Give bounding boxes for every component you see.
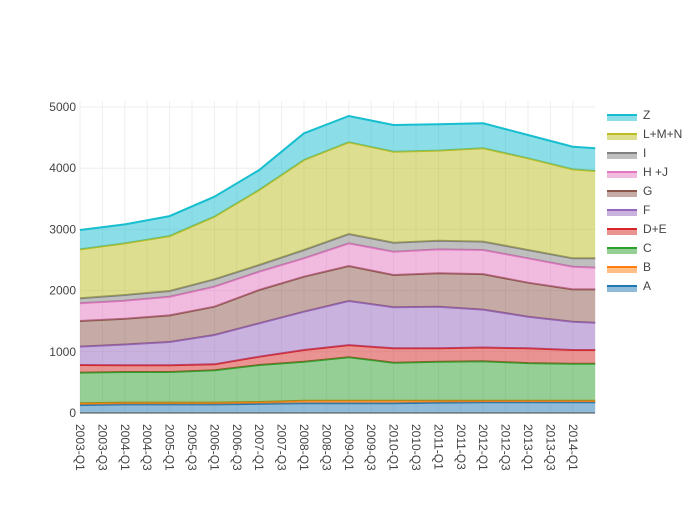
area-i[interactable]	[80, 234, 596, 304]
legend-label: I	[643, 146, 646, 160]
x-tick-label: 2012-Q1	[476, 424, 490, 471]
legend-label: B	[643, 260, 651, 274]
x-tick-label: 2012-Q3	[499, 424, 513, 471]
x-tick-label: 2007-Q1	[252, 424, 266, 471]
legend-item-f[interactable]: F	[607, 203, 650, 217]
y-tick-label: 0	[69, 406, 76, 420]
x-tick-label: 2008-Q3	[319, 424, 333, 471]
x-tick-label: 2014-Q1	[566, 424, 580, 471]
legend-swatch	[607, 267, 637, 273]
y-tick-label: 4000	[49, 161, 76, 175]
legend-label: L+M+N	[643, 127, 682, 141]
legend-label: C	[643, 241, 652, 255]
x-tick-label: 2006-Q3	[230, 424, 244, 471]
legend-item-g[interactable]: G	[607, 184, 652, 198]
area-f[interactable]	[80, 301, 596, 366]
legend-label: Z	[643, 108, 650, 122]
legend-swatch	[607, 229, 637, 235]
x-tick-label: 2003-Q1	[73, 424, 87, 471]
legend-swatch	[607, 286, 637, 292]
legend-swatch	[607, 153, 637, 159]
y-tick-label: 1000	[49, 345, 76, 359]
area-l-m-n[interactable]	[80, 142, 596, 299]
area-c[interactable]	[80, 357, 596, 404]
legend-item-z[interactable]: Z	[607, 108, 650, 122]
legend-swatch	[607, 172, 637, 178]
y-tick-label: 3000	[49, 222, 76, 236]
legend-item-l-m-n[interactable]: L+M+N	[607, 127, 682, 141]
legend-label: H +J	[643, 165, 668, 179]
x-tick-label: 2005-Q3	[185, 424, 199, 471]
area-b[interactable]	[80, 400, 596, 405]
x-tick-label: 2013-Q1	[521, 424, 535, 471]
x-tick-label: 2010-Q1	[387, 424, 401, 471]
legend-swatch	[607, 210, 637, 216]
legend-label: D+E	[643, 222, 667, 236]
legend-item-d-e[interactable]: D+E	[607, 222, 667, 236]
x-tick-label: 2004-Q1	[118, 424, 132, 471]
x-tick-label: 2010-Q3	[409, 424, 423, 471]
y-tick-label: 5000	[49, 100, 76, 114]
area-d-e[interactable]	[80, 345, 596, 373]
x-tick-label: 2007-Q3	[275, 424, 289, 471]
x-tick-label: 2011-Q1	[431, 424, 445, 470]
legend-swatch	[607, 115, 637, 121]
legend-label: F	[643, 203, 650, 217]
legend-label: G	[643, 184, 652, 198]
legend-swatch	[607, 191, 637, 197]
legend-swatch	[607, 248, 637, 254]
x-tick-label: 2013-Q3	[543, 424, 557, 471]
x-tick-label: 2006-Q1	[207, 424, 221, 471]
legend-label: A	[643, 279, 651, 293]
x-tick-label: 2005-Q1	[163, 424, 177, 471]
legend-item-a[interactable]: A	[607, 279, 651, 293]
x-tick-label: 2008-Q1	[297, 424, 311, 471]
x-tick-label: 2003-Q3	[95, 424, 109, 471]
x-axis: 2003-Q1 2003-Q3 2004-Q1 2004-Q3 2005-Q1 2005-…	[73, 424, 580, 471]
legend-item-b[interactable]: B	[607, 260, 651, 274]
legend[interactable]: Z L+M+N I H +J GF D+E CBA	[607, 108, 682, 293]
plot-area[interactable]	[79, 114, 596, 413]
x-tick-label: 2009-Q3	[364, 424, 378, 471]
legend-item-i[interactable]: I	[607, 146, 646, 160]
y-axis: 0 1000 2000 3000 4000 5000	[49, 100, 76, 420]
line-z[interactable]	[79, 114, 596, 231]
x-tick-label: 2011-Q3	[454, 424, 468, 470]
legend-swatch	[607, 134, 637, 140]
legend-item-c[interactable]: C	[607, 241, 652, 255]
area-z[interactable]	[80, 116, 596, 250]
y-tick-label: 2000	[49, 284, 76, 298]
area-g[interactable]	[80, 266, 596, 347]
x-tick-label: 2009-Q1	[342, 424, 356, 471]
x-tick-label: 2004-Q3	[140, 424, 154, 471]
legend-item-h-j[interactable]: H +J	[607, 165, 668, 179]
area-h-j[interactable]	[80, 243, 596, 321]
